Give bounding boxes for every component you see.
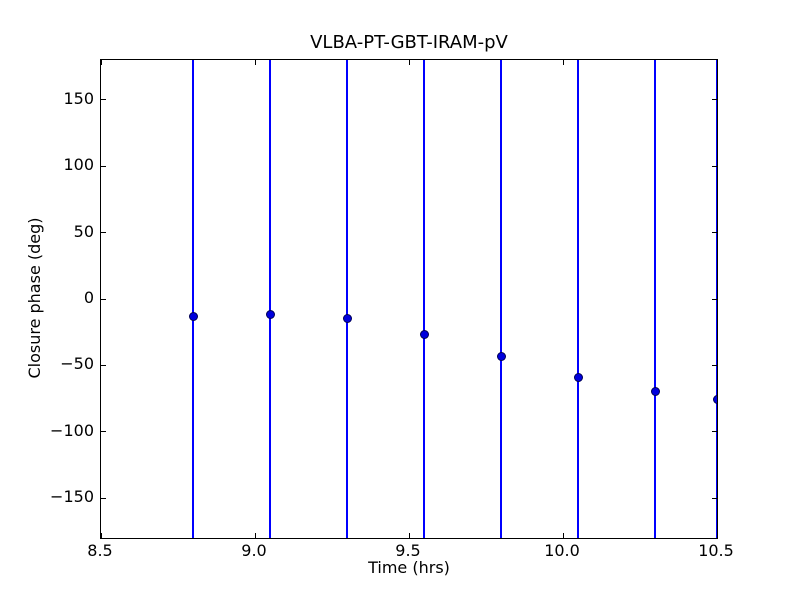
y-tick-mark xyxy=(101,298,106,300)
x-tick-mark xyxy=(408,60,410,65)
x-tick-mark xyxy=(101,60,102,65)
y-tick-mark xyxy=(101,364,106,366)
data-point-marker xyxy=(342,314,352,324)
x-tick-mark xyxy=(562,533,564,538)
y-tick-label: −150 xyxy=(50,487,94,507)
x-tick-label: 10.5 xyxy=(698,541,734,560)
x-tick-mark xyxy=(716,533,717,538)
error-bar xyxy=(269,60,272,538)
x-tick-mark xyxy=(254,533,256,538)
y-tick-mark xyxy=(101,431,106,433)
x-tick-label: 10.0 xyxy=(544,541,580,560)
y-tick-mark xyxy=(712,232,717,234)
data-point-marker xyxy=(188,311,198,321)
error-bar xyxy=(346,60,349,538)
data-point-marker xyxy=(496,351,506,361)
y-tick-mark xyxy=(712,364,717,366)
x-tick-mark xyxy=(101,533,102,538)
y-tick-mark xyxy=(101,497,106,499)
y-tick-label: 100 xyxy=(63,155,94,175)
y-tick-mark xyxy=(712,99,717,101)
y-tick-mark xyxy=(712,165,717,167)
data-point-marker xyxy=(573,372,583,382)
y-tick-label: −100 xyxy=(50,420,94,440)
x-tick-label: 8.5 xyxy=(87,541,113,560)
error-bar xyxy=(423,60,426,538)
y-tick-label: −50 xyxy=(60,354,94,374)
data-point-marker xyxy=(650,387,660,397)
error-bar xyxy=(192,60,195,538)
y-tick-mark xyxy=(101,232,106,234)
chart-title: VLBA-PT-GBT-IRAM-pV xyxy=(310,32,508,53)
error-bar xyxy=(654,60,657,538)
x-tick-mark xyxy=(408,533,410,538)
y-tick-mark xyxy=(712,497,717,499)
x-tick-mark xyxy=(562,60,564,65)
x-tick-mark xyxy=(254,60,256,65)
y-tick-label: 50 xyxy=(73,221,94,241)
plot-area xyxy=(100,59,718,539)
data-point-marker xyxy=(265,310,275,320)
x-tick-label: 9.5 xyxy=(395,541,421,560)
data-point-marker xyxy=(712,395,717,405)
x-tick-label: 9.0 xyxy=(241,541,267,560)
x-tick-mark xyxy=(716,60,717,65)
y-tick-mark xyxy=(101,165,106,167)
error-bar xyxy=(577,60,580,538)
error-bar xyxy=(500,60,503,538)
y-tick-label: 0 xyxy=(83,288,94,307)
data-point-marker xyxy=(419,330,429,340)
x-axis-label: Time (hrs) xyxy=(368,558,450,577)
y-tick-mark xyxy=(712,431,717,433)
y-tick-mark xyxy=(101,99,106,101)
y-tick-mark xyxy=(712,298,717,300)
y-tick-label: 150 xyxy=(63,88,94,108)
